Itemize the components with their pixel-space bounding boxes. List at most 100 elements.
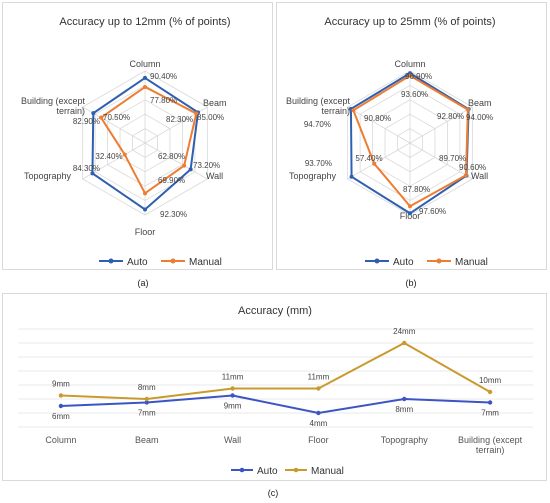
- radar-chart-a: Accuracy up to 12mm (% of points) Column B…: [21, 16, 231, 268]
- data-point-auto: [144, 400, 149, 405]
- data-point-auto: [143, 75, 147, 80]
- data-point-manual: [143, 191, 147, 196]
- data-label-auto: 84.30%: [73, 164, 100, 173]
- legend-marker-auto: [239, 467, 245, 473]
- data-point-manual: [143, 84, 147, 89]
- data-label-manual: 70.50%: [103, 113, 130, 122]
- legend-marker-manual: [436, 258, 442, 264]
- category-label-line: Column: [394, 59, 425, 69]
- category-label-line: Topography: [24, 171, 72, 181]
- data-label-manual: 10mm: [479, 376, 502, 385]
- chart-title: Accuracy up to 25mm (% of points): [324, 16, 495, 28]
- category-label: Topography: [24, 171, 72, 181]
- data-point-manual: [58, 393, 64, 398]
- legend-label-auto: Auto: [127, 257, 148, 268]
- data-point-manual: [99, 115, 104, 120]
- legend-marker-auto: [108, 258, 114, 264]
- data-point-auto: [230, 393, 235, 398]
- radar-spoke: [409, 106, 473, 144]
- data-label-auto: 7mm: [481, 409, 499, 418]
- legend-label-manual: Manual: [455, 257, 488, 268]
- data-label-auto: 9mm: [224, 402, 242, 411]
- x-tick-label: Column: [45, 435, 76, 445]
- category-label: Column: [129, 59, 160, 69]
- data-point-manual: [408, 73, 412, 78]
- data-label-auto: 82.90%: [73, 117, 100, 126]
- legend-label-auto: Auto: [393, 257, 414, 268]
- x-tick-label-line: Floor: [308, 435, 329, 445]
- data-label-auto: 93.70%: [305, 159, 332, 168]
- category-label-line: terrain): [321, 106, 350, 116]
- data-label-auto: 4mm: [310, 419, 328, 428]
- data-point-manual: [463, 173, 468, 178]
- category-label-line: Beam: [203, 98, 227, 108]
- category-label-line: Topography: [289, 171, 337, 181]
- data-label-auto: 85.00%: [197, 113, 224, 122]
- data-point-auto: [316, 410, 321, 416]
- radar-panel-b: Accuracy up to 25mm (% of points) Column B…: [276, 2, 547, 270]
- data-label-manual: 69.90%: [158, 176, 185, 185]
- x-tick-label-line: Column: [45, 435, 76, 445]
- series-line-auto: [60, 394, 491, 415]
- data-label-manual: 89.70%: [439, 154, 466, 163]
- data-point-manual: [316, 386, 321, 391]
- data-label-manual: 24mm: [393, 327, 416, 336]
- legend-marker-manual: [170, 258, 176, 264]
- data-point-manual: [194, 111, 199, 116]
- radar-spoke: [144, 142, 208, 180]
- data-label-auto: 90.60%: [459, 163, 486, 172]
- x-tick-label: Beam: [135, 435, 159, 445]
- data-point-auto: [143, 207, 147, 212]
- category-label: Wall: [206, 171, 223, 181]
- category-label-line: Building (except: [286, 96, 351, 106]
- radar-panel-a: Accuracy up to 12mm (% of points) Column B…: [2, 2, 273, 270]
- data-label-manual: 62.80%: [158, 152, 185, 161]
- category-label: Floor: [400, 211, 421, 221]
- x-tick-label-line: Beam: [135, 435, 159, 445]
- data-label-auto: 96.90%: [405, 72, 432, 81]
- x-tick-label-line: Wall: [224, 435, 241, 445]
- x-tick-label-line: Topography: [381, 435, 429, 445]
- category-label-line: Floor: [135, 227, 156, 237]
- category-label: Beam: [203, 98, 227, 108]
- series-line-manual: [60, 341, 491, 401]
- data-label-auto: 94.00%: [466, 113, 493, 122]
- data-label-manual: 90.80%: [364, 114, 391, 123]
- category-label-line: Floor: [400, 211, 421, 221]
- caption-b: (b): [405, 278, 417, 288]
- data-point-auto: [91, 111, 96, 116]
- data-label-auto: 94.70%: [304, 120, 331, 129]
- data-label-manual: 9mm: [52, 380, 70, 389]
- category-label: Beam: [468, 98, 492, 108]
- category-label: Topography: [289, 171, 337, 181]
- data-point-auto: [402, 396, 407, 402]
- radar-spoke: [347, 106, 411, 144]
- data-label-auto: 73.20%: [193, 161, 220, 170]
- data-point-manual: [230, 386, 235, 391]
- data-label-manual: 11mm: [308, 373, 330, 382]
- data-point-manual: [465, 107, 470, 112]
- data-label-auto: 97.60%: [419, 207, 446, 216]
- radar-chart-b: Accuracy up to 25mm (% of points) Column B…: [286, 16, 496, 268]
- data-label-auto: 90.40%: [150, 72, 177, 81]
- category-label-line: Building (except: [21, 96, 86, 106]
- category-label: Column: [394, 59, 425, 69]
- data-label-manual: 11mm: [222, 373, 244, 382]
- category-label-line: Wall: [206, 171, 223, 181]
- category-label-line: terrain): [56, 106, 85, 116]
- data-point-auto: [349, 174, 354, 179]
- radar-spoke: [347, 142, 411, 180]
- x-tick-label: Wall: [224, 435, 241, 445]
- category-label: Building (except terrain): [286, 96, 351, 116]
- radar-spoke: [409, 142, 473, 180]
- data-label-manual: 77.80%: [150, 96, 177, 105]
- legend-marker-auto: [374, 258, 380, 264]
- data-point-manual: [144, 396, 149, 402]
- data-label-manual: 82.30%: [166, 115, 193, 124]
- category-label: Building (except terrain): [21, 96, 86, 116]
- caption-c: (c): [267, 488, 279, 498]
- data-label-manual: 8mm: [138, 383, 156, 392]
- data-point-auto: [487, 400, 493, 405]
- data-label-manual: 32.40%: [95, 152, 122, 161]
- data-point-auto: [58, 403, 64, 409]
